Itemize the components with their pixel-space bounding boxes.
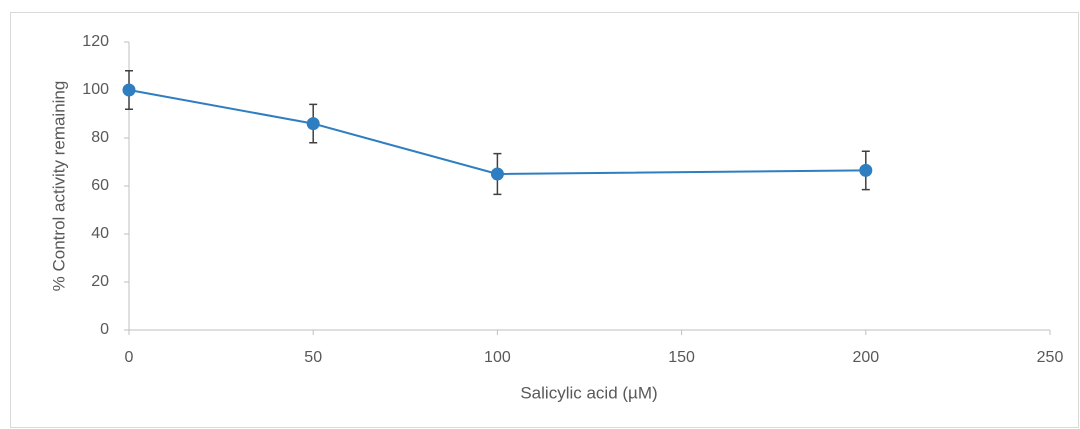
data-line (128, 89, 866, 176)
y-axis-title: % Control activity remaining (49, 81, 68, 292)
y-tick-label: 40 (91, 225, 109, 242)
y-tick-label: 20 (91, 273, 109, 290)
x-tick-label: 100 (484, 349, 511, 366)
data-point (122, 83, 136, 97)
y-tick-label: 60 (91, 177, 109, 194)
y-tick-label: 120 (82, 33, 109, 50)
x-axis-title: Salicylic acid (µM) (520, 383, 657, 402)
data-point (859, 163, 873, 177)
y-tick-label: 100 (82, 81, 109, 98)
x-tick-label: 250 (1037, 349, 1064, 366)
x-tick-label: 150 (668, 349, 695, 366)
data-point (490, 167, 504, 181)
y-tick-label: 0 (100, 321, 109, 338)
y-tick-label: 80 (91, 129, 109, 146)
x-tick-label: 200 (852, 349, 879, 366)
x-tick-label: 50 (304, 349, 322, 366)
chart-frame (10, 12, 1079, 428)
data-point (306, 117, 320, 131)
x-tick-label: 0 (125, 349, 134, 366)
